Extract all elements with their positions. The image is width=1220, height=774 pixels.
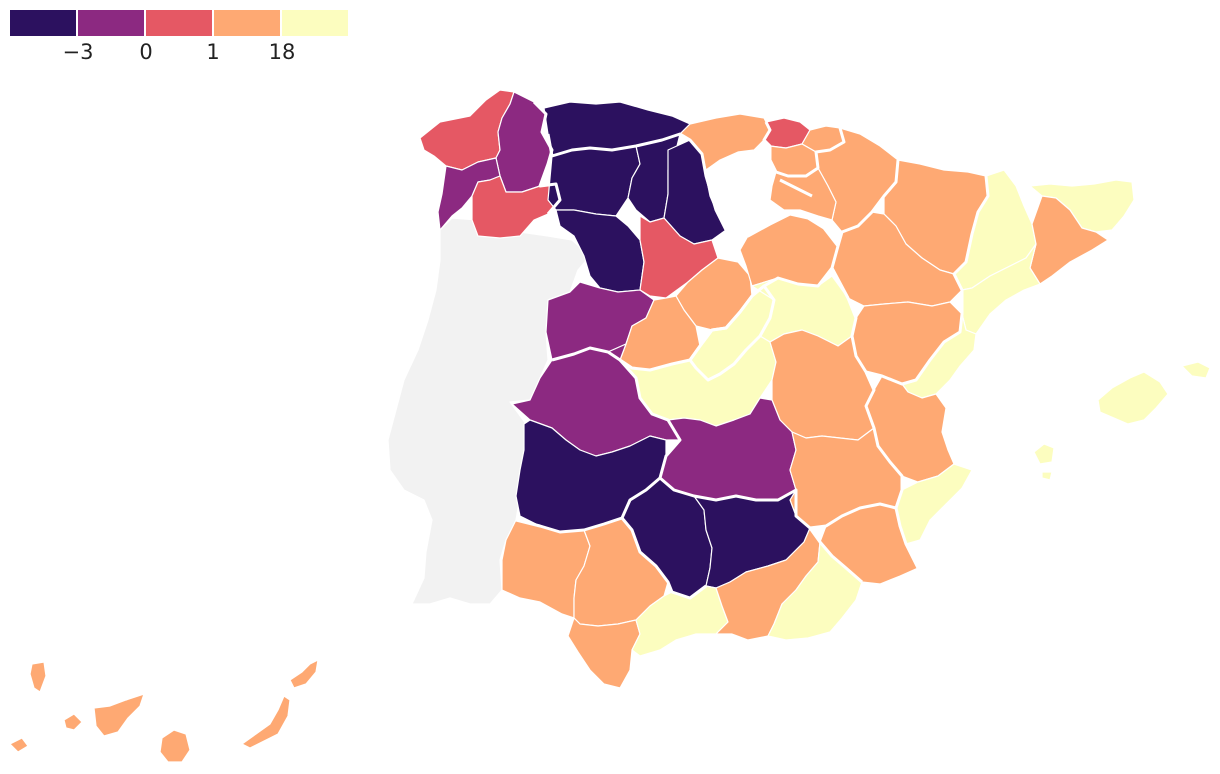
province-menorca: [1181, 361, 1211, 379]
legend-swatch-1: [10, 10, 76, 36]
region-border-layer: [515, 100, 990, 600]
province-lanzarote: [289, 659, 319, 689]
province-el-hierro: [9, 737, 29, 753]
province-soria: [739, 213, 839, 287]
legend-tick-1: −3: [62, 40, 94, 64]
province-fuerteventura: [241, 695, 291, 749]
province-tenerife: [93, 693, 145, 737]
province-gran-canaria: [159, 729, 191, 763]
galicia-border: [532, 100, 562, 215]
basque-border: [762, 121, 846, 198]
legend-swatch-5: [282, 10, 348, 36]
province-la-palma: [29, 661, 47, 693]
legend-tick-3: 1: [206, 40, 220, 64]
extremadura-border: [515, 476, 661, 534]
aragon-border: [836, 159, 990, 386]
province-leon: [547, 145, 641, 217]
legend-swatch-3: [146, 10, 212, 36]
castilla-la-mancha-border: [618, 267, 904, 530]
province-la-gomera: [63, 713, 83, 731]
province-mallorca: [1097, 371, 1169, 425]
legend-tick-2: 0: [139, 40, 153, 64]
madrid-border: [688, 284, 776, 382]
legend-swatch-4: [214, 10, 280, 36]
andalucia-border: [620, 517, 707, 600]
province-ibiza: [1033, 443, 1055, 465]
legend-swatch-2: [78, 10, 144, 36]
province-formentera: [1041, 471, 1053, 481]
province-cadiz: [567, 617, 641, 689]
castilla-y-leon-border: [546, 132, 840, 372]
legend-tick-4: 18: [268, 40, 296, 64]
murcia-border: [808, 507, 920, 584]
color-legend: −3 0 1 18: [10, 10, 350, 70]
province-layer: [9, 89, 1211, 763]
